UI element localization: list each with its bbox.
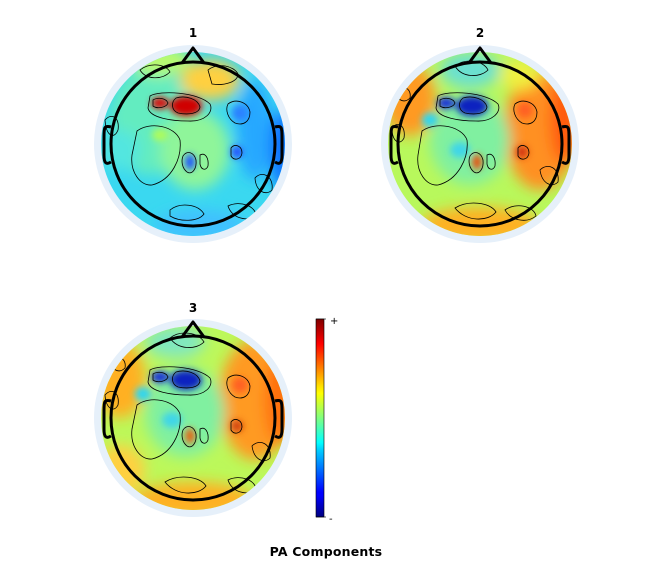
right-ear-icon bbox=[274, 124, 284, 165]
topoplot-3: 3 bbox=[94, 301, 292, 517]
figure-title: PA Components bbox=[269, 544, 383, 559]
topoplot-map bbox=[388, 52, 572, 236]
topoplot-label: 1 bbox=[189, 26, 197, 40]
colorbar-gradient bbox=[315, 318, 325, 518]
head-outline bbox=[389, 46, 571, 228]
left-ear-icon bbox=[102, 124, 112, 165]
topoplot-2: 2 bbox=[381, 26, 579, 243]
nose-icon bbox=[180, 320, 206, 338]
topoplot-1: 1 bbox=[94, 26, 292, 243]
head-outline bbox=[102, 46, 284, 228]
contour-lines bbox=[391, 60, 559, 221]
right-ear-icon bbox=[561, 124, 571, 165]
left-ear-icon bbox=[389, 124, 399, 165]
nose-icon bbox=[467, 46, 493, 64]
contour-lines bbox=[104, 332, 271, 494]
colorbar-bottom-label: - bbox=[329, 514, 333, 525]
left-ear-icon bbox=[102, 398, 112, 439]
right-ear-icon bbox=[274, 398, 284, 439]
colorbar: + - bbox=[315, 316, 338, 525]
topoplot-label: 2 bbox=[476, 26, 484, 40]
contour-lines bbox=[104, 64, 273, 221]
topoplot-label: 3 bbox=[189, 301, 197, 315]
head-outline bbox=[102, 320, 284, 502]
nose-icon bbox=[180, 46, 206, 64]
colorbar-top-label: + bbox=[330, 316, 338, 327]
